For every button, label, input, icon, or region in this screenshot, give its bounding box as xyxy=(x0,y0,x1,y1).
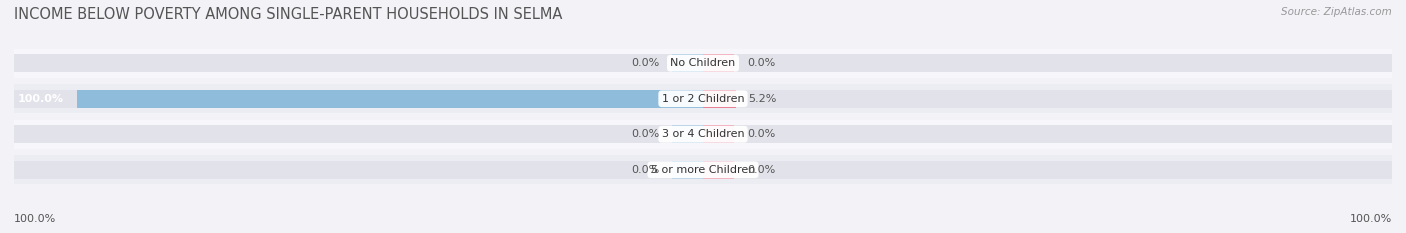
Text: 0.0%: 0.0% xyxy=(631,58,659,68)
Bar xyxy=(77,89,703,108)
Bar xyxy=(672,161,703,179)
Bar xyxy=(703,125,734,144)
Bar xyxy=(14,155,1392,184)
Text: 0.0%: 0.0% xyxy=(631,165,659,175)
Bar xyxy=(14,161,703,179)
Text: No Children: No Children xyxy=(671,58,735,68)
Bar xyxy=(14,125,703,144)
Bar xyxy=(703,161,734,179)
Bar xyxy=(703,89,1392,108)
Text: 100.0%: 100.0% xyxy=(1350,214,1392,224)
Text: 5 or more Children: 5 or more Children xyxy=(651,165,755,175)
Bar xyxy=(14,49,1392,78)
Text: 0.0%: 0.0% xyxy=(747,58,775,68)
Bar xyxy=(672,54,703,72)
Text: 100.0%: 100.0% xyxy=(14,214,56,224)
Text: 5.2%: 5.2% xyxy=(748,94,776,104)
Bar xyxy=(703,161,1392,179)
Text: 3 or 4 Children: 3 or 4 Children xyxy=(662,129,744,139)
Bar xyxy=(703,89,735,108)
Text: 1 or 2 Children: 1 or 2 Children xyxy=(662,94,744,104)
Bar xyxy=(14,89,703,108)
Text: 0.0%: 0.0% xyxy=(747,129,775,139)
Text: 0.0%: 0.0% xyxy=(631,129,659,139)
Bar xyxy=(14,84,1392,113)
Text: INCOME BELOW POVERTY AMONG SINGLE-PARENT HOUSEHOLDS IN SELMA: INCOME BELOW POVERTY AMONG SINGLE-PARENT… xyxy=(14,7,562,22)
Text: 0.0%: 0.0% xyxy=(747,165,775,175)
Text: Source: ZipAtlas.com: Source: ZipAtlas.com xyxy=(1281,7,1392,17)
Bar xyxy=(703,54,1392,72)
Bar xyxy=(703,54,734,72)
Bar xyxy=(703,125,1392,144)
Bar xyxy=(14,120,1392,149)
Bar xyxy=(672,125,703,144)
Text: 100.0%: 100.0% xyxy=(18,94,65,104)
Bar xyxy=(14,54,703,72)
